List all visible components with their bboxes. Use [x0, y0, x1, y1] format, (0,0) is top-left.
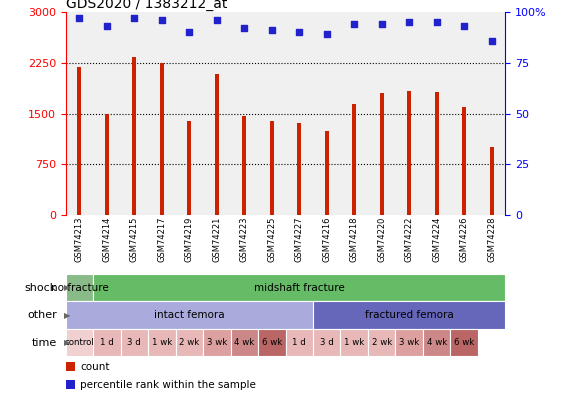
Bar	[66, 274, 93, 301]
Text: fractured femora: fractured femora	[365, 310, 453, 320]
Bar	[148, 329, 176, 356]
Bar	[395, 329, 423, 356]
Text: 6 wk: 6 wk	[262, 338, 282, 347]
Bar	[77, 67, 82, 215]
Bar	[297, 123, 301, 215]
Bar	[187, 121, 191, 215]
Bar	[66, 329, 93, 356]
Point	[322, 31, 331, 38]
Point	[460, 23, 469, 30]
Text: 1 wk: 1 wk	[344, 338, 364, 347]
Bar	[105, 114, 109, 215]
Text: 3 d: 3 d	[127, 338, 141, 347]
Text: 1 d: 1 d	[100, 338, 114, 347]
Text: shock: shock	[25, 283, 57, 292]
Text: midshaft fracture: midshaft fracture	[254, 283, 345, 292]
Text: time: time	[32, 338, 57, 347]
Text: ▶: ▶	[64, 338, 70, 347]
Bar	[340, 329, 368, 356]
Text: 1 wk: 1 wk	[152, 338, 172, 347]
Text: control: control	[65, 338, 94, 347]
Point	[185, 29, 194, 36]
Bar	[489, 147, 494, 215]
Text: count: count	[80, 362, 110, 372]
Text: 4 wk: 4 wk	[427, 338, 447, 347]
Text: 4 wk: 4 wk	[234, 338, 255, 347]
Bar	[270, 121, 274, 215]
Text: no fracture: no fracture	[50, 283, 108, 292]
Point	[295, 29, 304, 36]
Bar	[66, 380, 75, 389]
Text: 3 wk: 3 wk	[207, 338, 227, 347]
Bar	[242, 116, 246, 215]
Bar	[462, 107, 466, 215]
Text: ▶: ▶	[64, 311, 70, 320]
Bar	[423, 329, 451, 356]
Bar	[258, 329, 286, 356]
Bar	[120, 329, 148, 356]
Bar	[368, 329, 395, 356]
Bar	[352, 104, 356, 215]
Bar	[203, 329, 231, 356]
Bar	[286, 329, 313, 356]
Bar	[132, 58, 136, 215]
Text: 1 d: 1 d	[292, 338, 306, 347]
Text: 2 wk: 2 wk	[372, 338, 392, 347]
Text: other: other	[27, 310, 57, 320]
Bar	[176, 329, 203, 356]
Bar	[435, 92, 439, 215]
Point	[349, 21, 359, 28]
Point	[377, 21, 386, 28]
Bar	[407, 91, 411, 215]
Bar	[313, 301, 505, 329]
Text: intact femora: intact femora	[154, 310, 224, 320]
Point	[157, 17, 166, 23]
Bar	[215, 74, 219, 215]
Text: 2 wk: 2 wk	[179, 338, 199, 347]
Text: 3 d: 3 d	[320, 338, 333, 347]
Point	[75, 15, 84, 21]
Text: GDS2020 / 1383212_at: GDS2020 / 1383212_at	[66, 0, 227, 11]
Bar	[66, 301, 313, 329]
Point	[432, 19, 441, 26]
Bar	[313, 329, 340, 356]
Bar	[93, 329, 120, 356]
Text: percentile rank within the sample: percentile rank within the sample	[80, 380, 256, 390]
Point	[267, 27, 276, 34]
Bar	[325, 130, 329, 215]
Bar	[380, 93, 384, 215]
Point	[130, 15, 139, 21]
Point	[102, 23, 111, 30]
Bar	[231, 329, 258, 356]
Text: 3 wk: 3 wk	[399, 338, 419, 347]
Point	[405, 19, 414, 26]
Text: ▶: ▶	[64, 283, 70, 292]
Text: 6 wk: 6 wk	[454, 338, 475, 347]
Point	[487, 37, 496, 44]
Bar	[160, 63, 164, 215]
Bar	[451, 329, 478, 356]
Bar	[66, 362, 75, 371]
Point	[212, 17, 222, 23]
Point	[240, 25, 249, 32]
